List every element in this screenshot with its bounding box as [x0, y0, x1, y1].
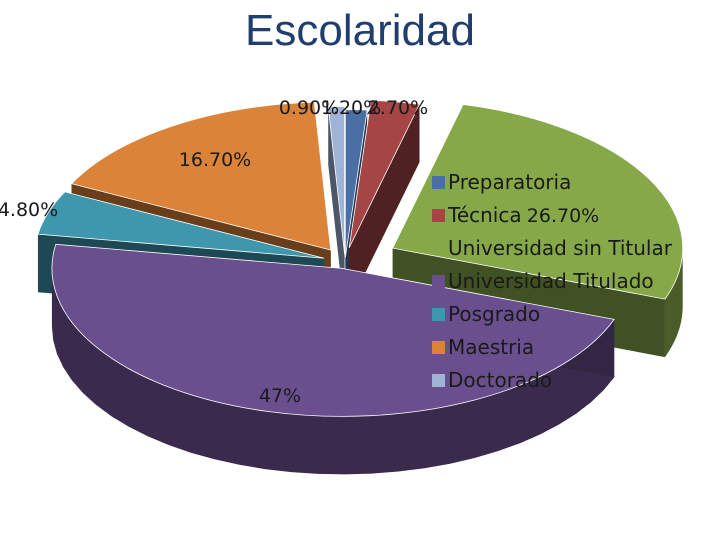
- slice-label: 4.80%: [0, 199, 58, 221]
- slice-universidad-titulado: [51, 243, 615, 417]
- legend-label: Técnica: [447, 203, 522, 227]
- slice-edge-2-1: [349, 104, 420, 306]
- legend-label: Universidad sin Titular: [448, 236, 673, 260]
- legend-swatch: [432, 308, 445, 321]
- legend-label: Posgrado: [448, 302, 540, 326]
- slice-label: 1.20%: [321, 97, 381, 119]
- legend-label: Universidad Titulado: [448, 269, 654, 293]
- slice-t-cnica: [348, 99, 421, 249]
- legend: Preparatoria Técnica Universidad sin Titul…: [432, 170, 673, 392]
- slice-labels: 1.20%2.70% 26.70% 47% 4.80% 16.70% 0.90%: [0, 97, 599, 407]
- slice-doctorado: [327, 105, 346, 255]
- legend-swatch: [432, 176, 445, 189]
- legend-swatch: [432, 209, 445, 222]
- legend-swatch: [432, 242, 445, 255]
- legend-swatch: [432, 275, 445, 288]
- legend-swatch: [432, 374, 445, 387]
- slice-universidad-sin-titular: [392, 104, 684, 300]
- chart-title: Escolaridad: [245, 6, 475, 55]
- legend-label: Doctorado: [448, 368, 552, 392]
- slice-label: 47%: [259, 385, 301, 407]
- legend-label: Preparatoria: [448, 170, 571, 194]
- slice-label: 2.70%: [368, 97, 428, 119]
- legend-label: Maestria: [448, 335, 534, 359]
- slice-label: 16.70%: [179, 149, 251, 171]
- slice-maestria: [70, 101, 332, 251]
- slice-wall-3: [665, 248, 683, 358]
- legend-swatch: [432, 341, 445, 354]
- pie-slices: [37, 99, 684, 475]
- slice-posgrado: [37, 191, 325, 259]
- slice-wall-4: [51, 268, 615, 475]
- slice-edge-7-0: [328, 106, 345, 313]
- slice-label: 26.70%: [527, 205, 599, 227]
- slice-preparatoria: [344, 109, 368, 258]
- slice-label: 0.90%: [279, 97, 339, 119]
